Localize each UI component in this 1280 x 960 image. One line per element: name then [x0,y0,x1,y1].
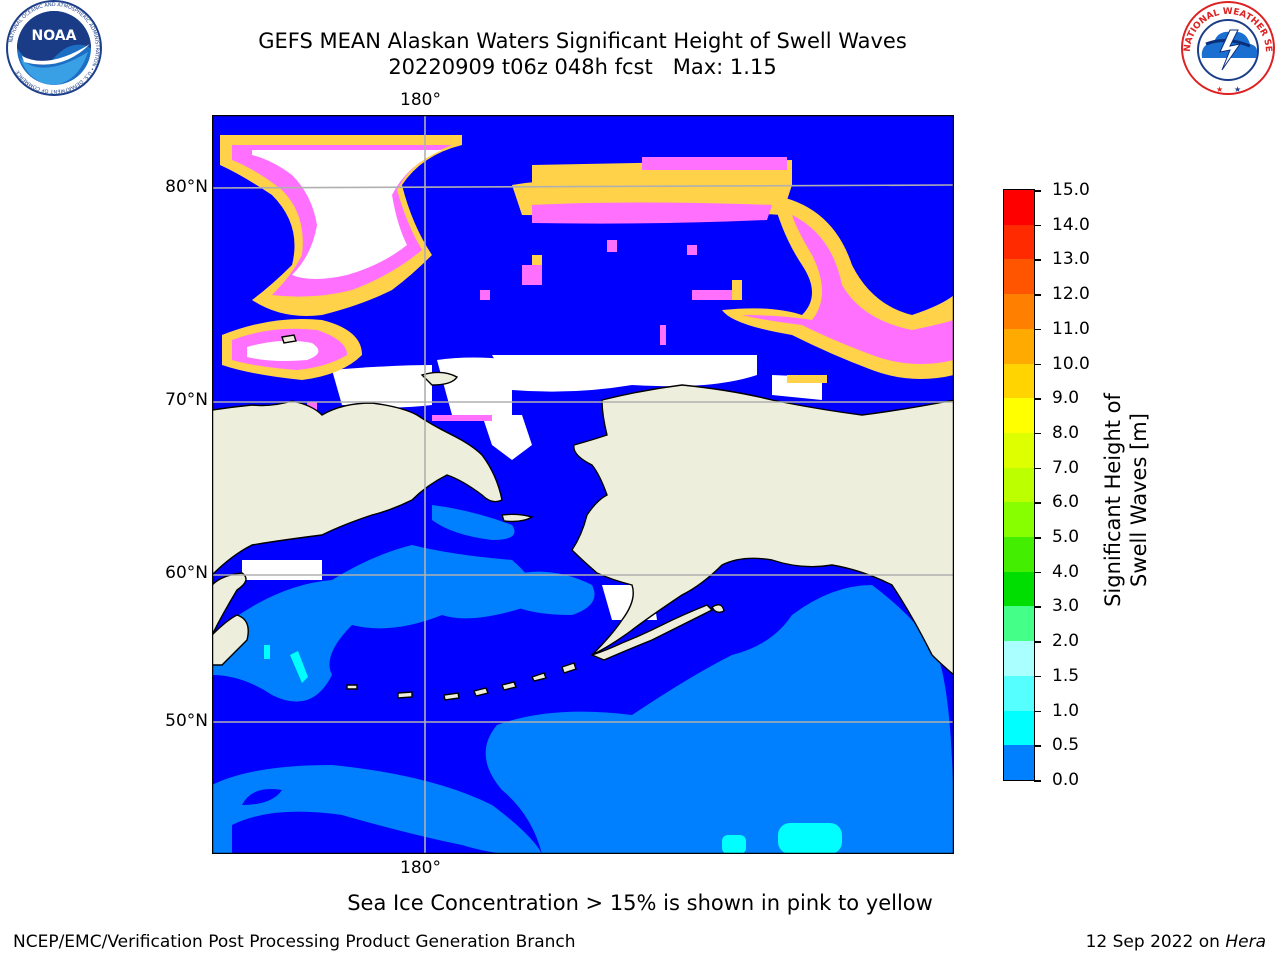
colorbar-tick-mark [1034,675,1041,678]
footer-date: 12 Sep 2022 on Hera [1086,932,1266,952]
colorbar-tick-label: 1.0 [1052,700,1080,721]
footer-date-text: 12 Sep 2022 on [1085,932,1220,952]
colorbar-tick-mark [1034,432,1041,435]
map-panel [212,115,954,854]
colorbar-tick-label: 15.0 [1052,180,1090,200]
run-info: 20220909 t06z 048h fcst [388,55,653,79]
swell-low-patches [232,789,512,854]
colorbar-tick-label: 0.0 [1052,770,1080,790]
colorbar-tick-label: 4.0 [1052,561,1080,582]
colorbar-swatch [1004,745,1034,780]
colorbar-tick-label: 11.0 [1052,318,1090,339]
colorbar-swatch [1004,224,1034,260]
colorbar-tick-mark [1034,571,1041,574]
sea-ice-note: Sea Ice Concentration > 15% is shown in … [347,891,933,915]
colorbar-swatch [1004,328,1034,364]
colorbar-tick-label: 6.0 [1052,492,1080,513]
colorbar-swatch [1004,190,1034,225]
colorbar-tick-label: 3.0 [1052,596,1080,617]
graticule [212,115,954,854]
colorbar-tick-mark [1034,606,1041,608]
colorbar-swatch [1004,363,1034,399]
colorbar-tick-mark [1034,259,1041,261]
noaa-logo-icon: NOAA NATIONAL OCEANIC AND ATMOSPHERIC AD… [6,0,102,96]
colorbar-tick-label: 2.0 [1052,631,1080,652]
lon-label-top: 180° [400,90,441,110]
colorbar-tick-mark [1034,537,1041,539]
colorbar-tick-label: 0.5 [1052,735,1080,756]
colorbar-tick-mark [1034,328,1041,331]
svg-text:★: ★ [1234,85,1241,94]
colorbar [1003,189,1035,781]
colorbar-swatch [1004,571,1034,607]
colorbar-swatch [1004,294,1034,329]
colorbar-tick-label: 13.0 [1052,249,1090,270]
max-value: Max: 1.15 [672,55,777,79]
colorbar-tick-label: 9.0 [1052,388,1080,409]
colorbar-tick-label: 8.0 [1052,422,1080,443]
colorbar-tick-label: 14.0 [1052,214,1090,235]
colorbar-swatch [1004,537,1034,572]
colorbar-tick-mark [1034,502,1041,504]
lat-label-60: 60°N [165,563,208,583]
landmass [212,334,954,701]
swell-1-0-regions [264,645,842,854]
colorbar-tick-label: 10.0 [1052,353,1090,374]
lat-label-50: 50°N [165,711,208,731]
noaa-text: NOAA [32,28,77,44]
colorbar-swatch [1004,467,1034,503]
colorbar-swatch [1004,502,1034,538]
colorbar-swatches [1004,190,1034,780]
svg-text:★: ★ [1216,85,1223,94]
footer-credit: NCEP/EMC/Verification Post Processing Pr… [13,932,576,952]
nws-logo-icon: NATIONAL WEATHER SERVICE ★ ★ [1176,0,1275,95]
colorbar-swatch [1004,710,1034,746]
colorbar-tick-label: 1.5 [1052,665,1080,686]
colorbar-swatch [1004,675,1034,711]
footer-host: Hera [1225,932,1266,952]
colorbar-tick-label: 7.0 [1052,457,1080,478]
colorbar-tick-mark [1034,190,1041,192]
colorbar-tick-mark [1034,398,1041,400]
chart-subtitle: 20220909 t06z 048h fcst Max: 1.15 [0,54,1165,80]
colorbar-tick-label: 12.0 [1052,284,1090,305]
colorbar-swatch [1004,641,1034,676]
colorbar-tick-mark [1034,224,1041,227]
sea-ice-overlay [220,135,954,421]
colorbar-swatch [1004,606,1034,642]
colorbar-tick-mark [1034,467,1041,470]
colorbar-tick-mark [1034,294,1041,296]
swell-0-5-regions [212,505,954,854]
lat-label-70: 70°N [165,390,208,410]
colorbar-swatch [1004,398,1034,433]
colorbar-tick-mark [1034,745,1041,747]
lat-label-80: 80°N [165,177,208,197]
chart-title: GEFS MEAN Alaskan Waters Significant Hei… [258,29,907,53]
colorbar-tick-label: 5.0 [1052,527,1080,548]
colorbar-tick-mark [1034,710,1041,713]
colorbar-label: Significant Height of Swell Waves [m] [1101,393,1151,607]
lon-label-bottom: 180° [400,858,441,878]
colorbar-tick-mark [1034,363,1041,366]
colorbar-swatch [1004,432,1034,468]
colorbar-tick-mark [1034,641,1041,643]
colorbar-swatch [1004,259,1034,295]
colorbar-tick-mark [1034,780,1041,782]
